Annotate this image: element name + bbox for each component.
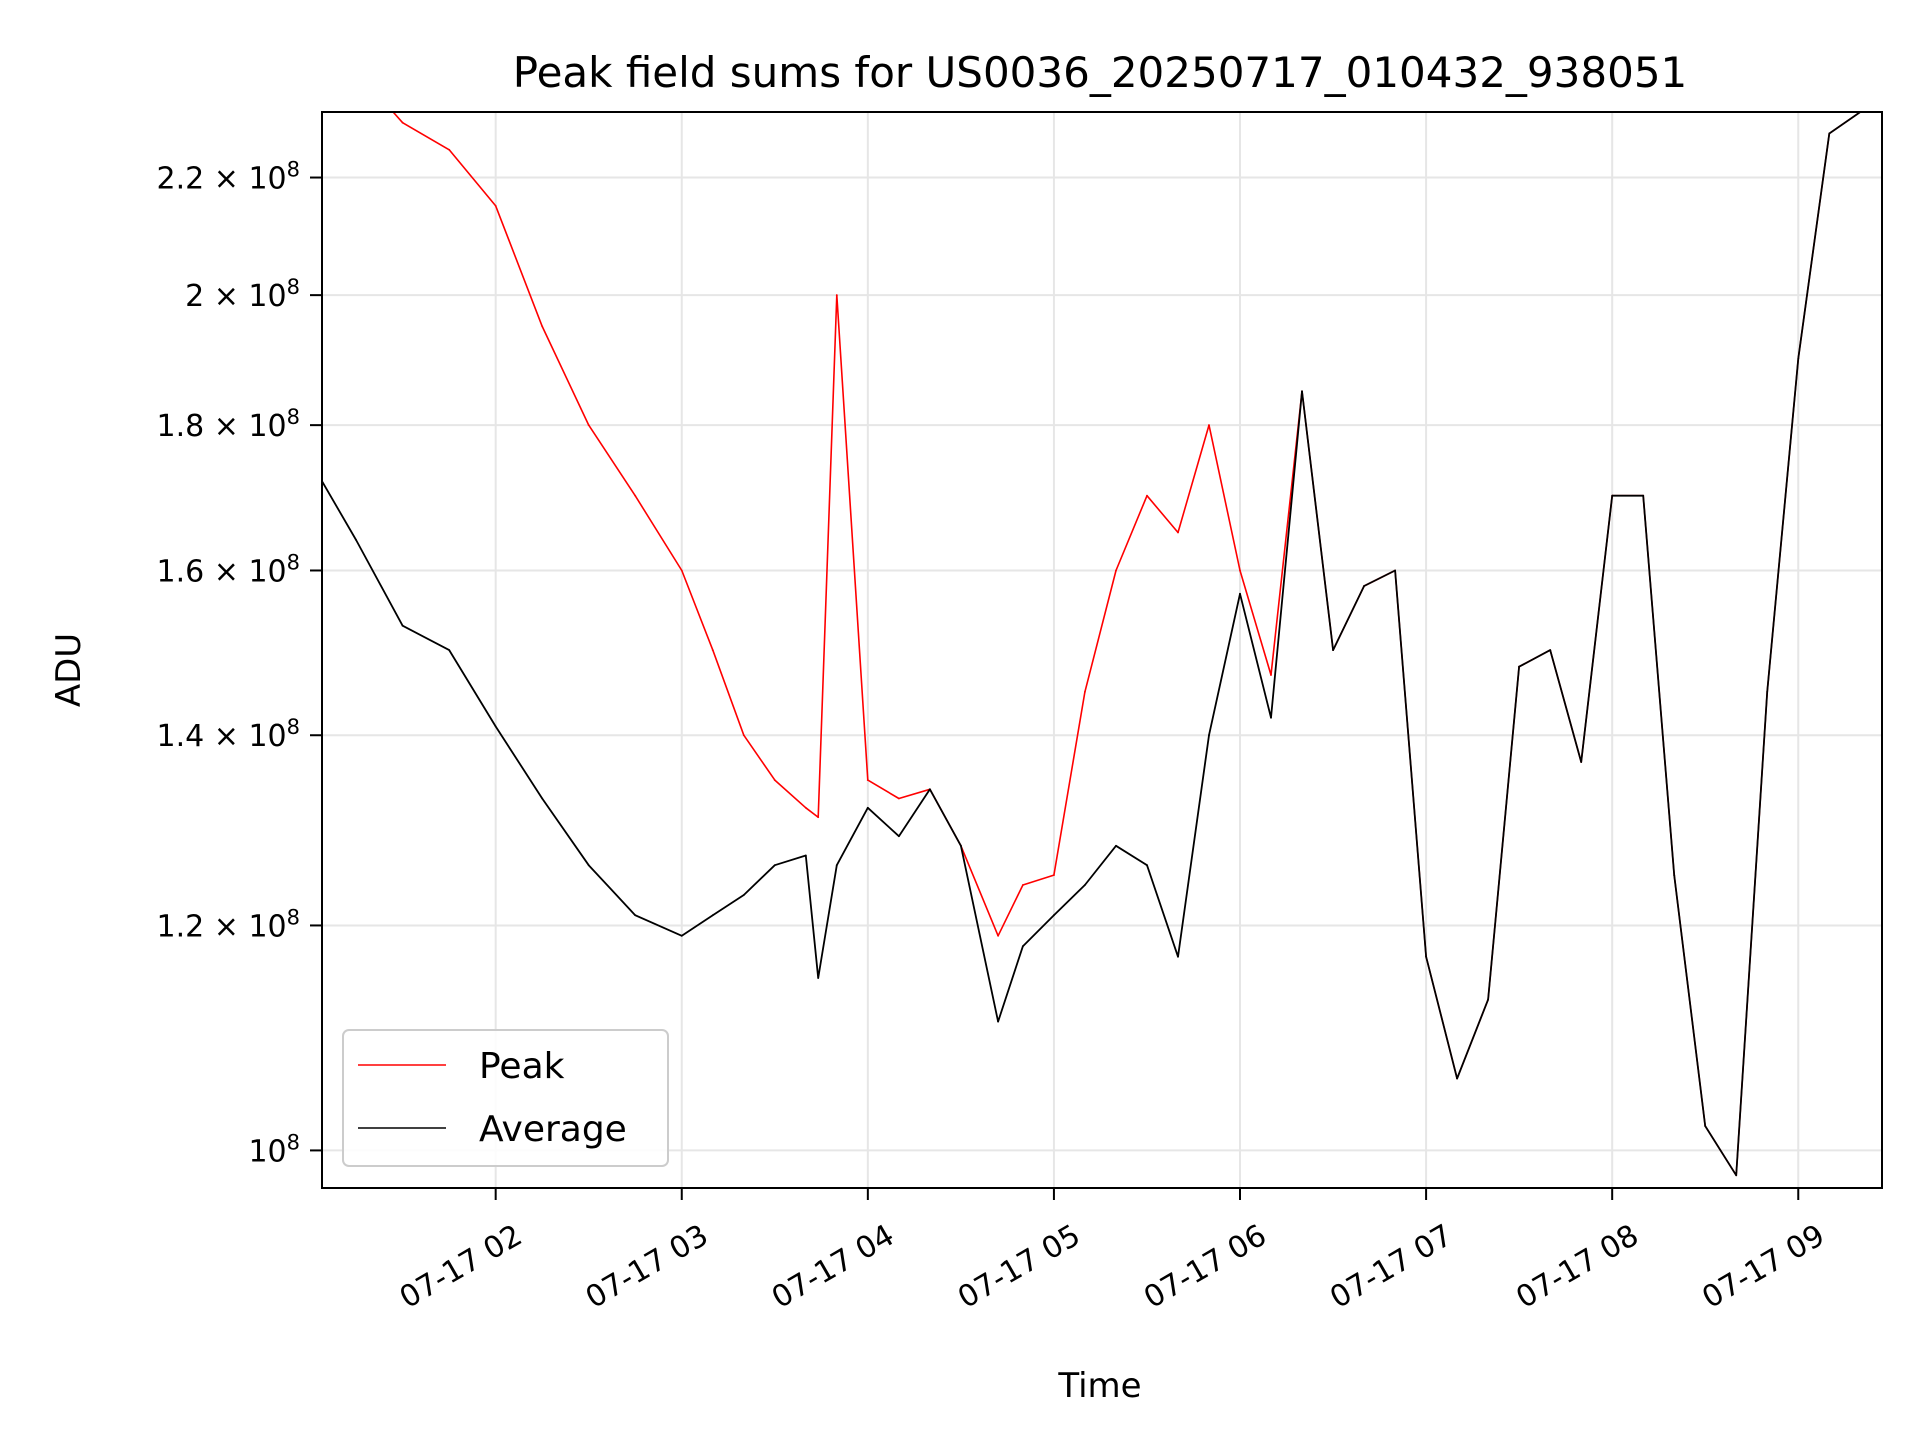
data-point-peak <box>817 816 820 819</box>
data-point-average <box>835 864 838 867</box>
data-point-peak <box>711 649 714 651</box>
data-point-average <box>1611 494 1614 497</box>
data-point-average <box>355 539 357 541</box>
data-point-average <box>960 844 962 847</box>
data-point-average <box>997 1020 999 1023</box>
data-point-peak <box>1115 569 1117 572</box>
y-axis-title: ADU <box>49 633 89 707</box>
data-point-average <box>1425 955 1427 958</box>
data-point-average <box>1580 761 1583 763</box>
x-axis-title: Time <box>1057 1366 1141 1406</box>
data-point-average <box>804 854 807 857</box>
data-point-average <box>1146 864 1148 867</box>
chart-title: Peak field sums for US0036_20250717_0104… <box>513 48 1688 97</box>
data-point-average <box>1394 569 1396 572</box>
data-point-average <box>817 977 820 979</box>
data-point-peak <box>742 734 745 737</box>
data-point-average <box>634 914 637 917</box>
data-point-average <box>1518 665 1520 668</box>
data-point-average <box>742 894 745 896</box>
data-point-average <box>866 806 869 809</box>
y-tick-label: 1.8 × 108 <box>157 405 300 444</box>
y-tick-label: 1.4 × 108 <box>157 715 300 754</box>
data-point-average <box>1084 884 1086 886</box>
data-point-average <box>1332 649 1334 651</box>
data-point-average <box>494 725 497 728</box>
legend-label-average: Average <box>479 1109 627 1150</box>
data-point-average <box>1363 585 1365 587</box>
data-point-average <box>1673 874 1676 876</box>
data-point-peak <box>835 294 838 296</box>
data-point-peak <box>680 569 683 572</box>
data-point-peak <box>634 494 637 497</box>
data-point-peak <box>773 779 776 781</box>
data-point-peak <box>1208 424 1210 426</box>
y-tick-label: 2 × 108 <box>185 275 300 314</box>
data-point-peak <box>541 325 544 328</box>
data-point-peak <box>1177 531 1179 534</box>
legend-label-peak: Peak <box>479 1046 565 1087</box>
data-point-peak <box>804 806 807 809</box>
data-point-peak <box>1239 569 1241 572</box>
data-point-average <box>1301 390 1303 393</box>
legend-box <box>342 1029 669 1167</box>
data-point-peak <box>1146 494 1148 497</box>
data-point-average <box>1177 955 1179 958</box>
data-point-peak <box>866 779 869 781</box>
plot-frame <box>321 111 1883 1189</box>
data-point-average <box>1487 998 1489 1001</box>
data-point-average <box>711 914 714 917</box>
data-point-average <box>1642 494 1645 497</box>
data-point-average <box>1704 1125 1707 1127</box>
data-point-peak <box>898 797 900 800</box>
data-point-average <box>1270 716 1272 719</box>
data-point-average <box>1797 357 1800 360</box>
data-point-average <box>1053 914 1055 917</box>
data-point-average <box>1115 844 1117 847</box>
data-point-average <box>401 624 404 627</box>
data-point-average <box>1766 691 1769 693</box>
data-point-average <box>1456 1077 1458 1080</box>
data-point-average <box>448 649 451 651</box>
data-point-average <box>1208 734 1210 737</box>
data-point-peak <box>997 934 999 937</box>
y-tick-label: 1.2 × 108 <box>157 905 300 944</box>
data-point-average <box>773 864 776 867</box>
y-tick-label: 1.6 × 108 <box>157 550 300 589</box>
data-point-peak <box>1022 884 1024 886</box>
data-point-average <box>1239 592 1241 595</box>
data-point-average <box>1735 1174 1738 1177</box>
legend: Peak Average <box>342 1029 669 1167</box>
data-point-peak <box>401 121 404 124</box>
data-point-average <box>1549 649 1552 651</box>
data-point-average <box>541 797 544 800</box>
data-point-peak <box>448 148 451 151</box>
y-tick-label: 108 <box>248 1130 300 1169</box>
data-point-peak <box>1053 874 1055 876</box>
data-point-average <box>1828 132 1831 135</box>
data-point-average <box>898 835 900 838</box>
y-tick-label: 2.2 × 108 <box>157 158 300 197</box>
data-point-peak <box>587 424 590 426</box>
y-axis: 108 1.2 × 108 1.4 × 108 1.6 × 108 1.8 × 108 2… <box>157 158 322 1169</box>
data-point-average <box>929 788 931 791</box>
data-point-peak <box>1084 691 1086 693</box>
data-point-average <box>1022 945 1024 948</box>
data-point-peak <box>494 205 497 207</box>
data-point-peak <box>1270 674 1272 676</box>
data-point-average <box>587 864 590 867</box>
data-point-average <box>680 934 683 937</box>
